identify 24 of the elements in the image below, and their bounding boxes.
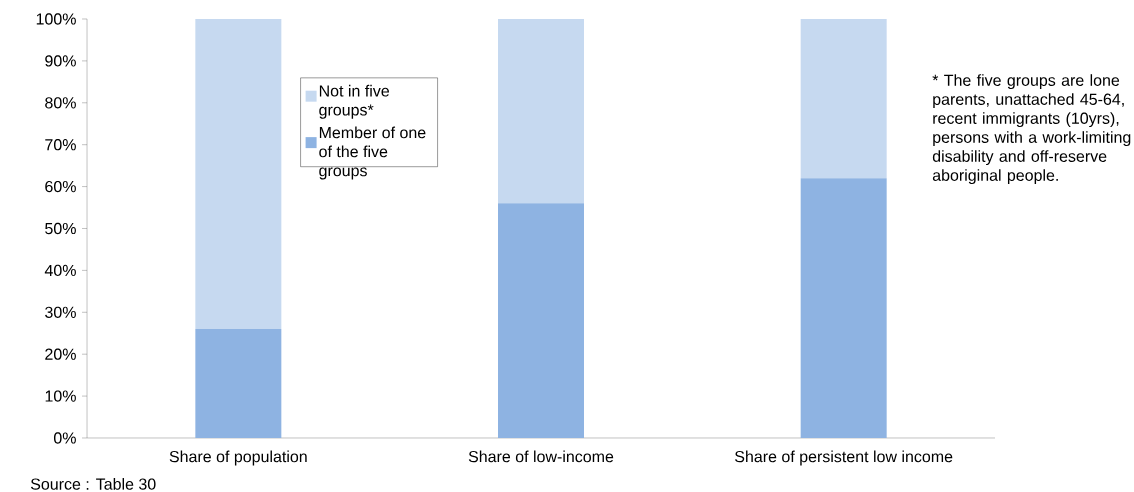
bar [800,18,887,179]
bar [498,203,585,438]
bar [800,178,887,438]
y-tick-label: 90% [45,55,76,67]
source-note: Source : Table 30 [30,478,156,490]
y-tick-label: 0% [53,432,76,444]
x-tick-label: Share of population [169,450,307,466]
legend-label: Member of one of the five groups [319,126,426,180]
y-tick-label: 70% [45,139,76,151]
annotation: * The five groups are lone parents, unattached 45-64, recent immigrants (10yrs), persons with a work-limiting disability and off-reserve aboriginal people. [932,74,1131,185]
y-tick-label: 10% [45,390,76,402]
y-tick-label: 40% [44,264,76,277]
bar [498,18,585,204]
x-tick-label: Share of low-income [468,450,614,463]
y-tick-label: 30% [45,306,76,318]
bar [195,329,282,438]
y-tick-label: 20% [45,348,76,360]
legend-label: Not in five groups* [319,84,389,119]
y-tick-label: 60% [45,180,76,193]
y-tick-label: 100% [36,13,76,25]
bar [195,18,282,330]
x-tick-label: Share of persistent low income [735,450,953,466]
y-tick-label: 80% [45,97,76,109]
y-tick-label: 50% [45,222,76,235]
